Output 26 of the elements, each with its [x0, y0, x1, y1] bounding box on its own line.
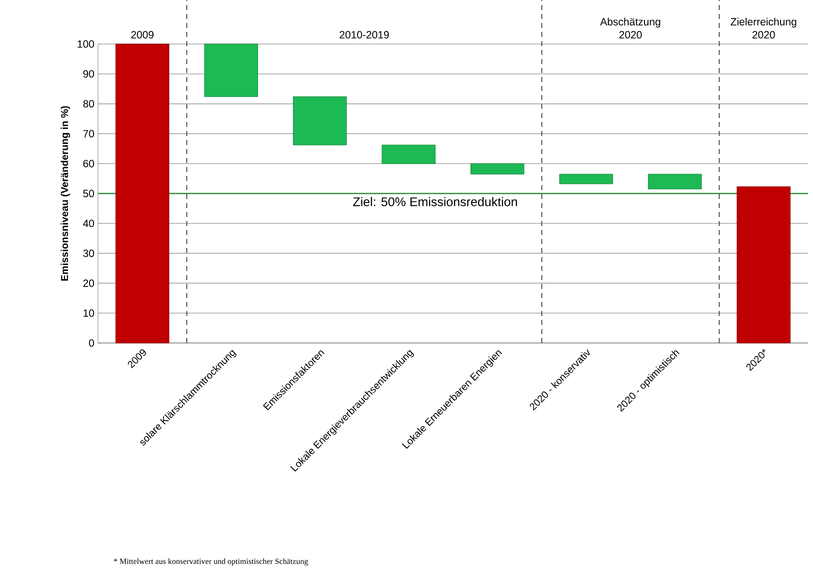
- text: 2010-2019: [340, 31, 389, 38]
- bar: [559, 174, 614, 184]
- y-tick-label: 30: [83, 250, 94, 258]
- y-tick-label: 80: [83, 100, 94, 108]
- y-tick-label: 60: [83, 160, 94, 168]
- text: Zielerreichung 2020: [730, 18, 796, 38]
- text: 2009: [131, 31, 154, 38]
- bar: [648, 174, 702, 190]
- bar: [116, 44, 170, 344]
- bar: [204, 44, 258, 97]
- y-tick-label: 10: [84, 309, 94, 317]
- y-tick-label: 0: [89, 339, 94, 347]
- y-tick-label: 90: [83, 70, 94, 78]
- y-tick-label: 50: [83, 190, 94, 198]
- y-tick-label: 70: [83, 130, 94, 138]
- bar: [736, 186, 791, 344]
- y-tick-label: 20: [83, 279, 94, 287]
- ref-line-label: Ziel: 50% Emissionsreduktion: [353, 197, 517, 206]
- text: Abschätzung 2020: [600, 18, 660, 38]
- bar: [293, 96, 347, 146]
- text: * Mittelwert aus konservativer und optimistischer Schätzung: [114, 558, 308, 566]
- y-axis-title: Emissionsniveau (Veränderung in %): [60, 106, 70, 281]
- bar: [470, 163, 524, 174]
- bar: [382, 144, 436, 164]
- y-tick-label: 40: [83, 220, 94, 228]
- y-tick-label: 100: [78, 40, 94, 48]
